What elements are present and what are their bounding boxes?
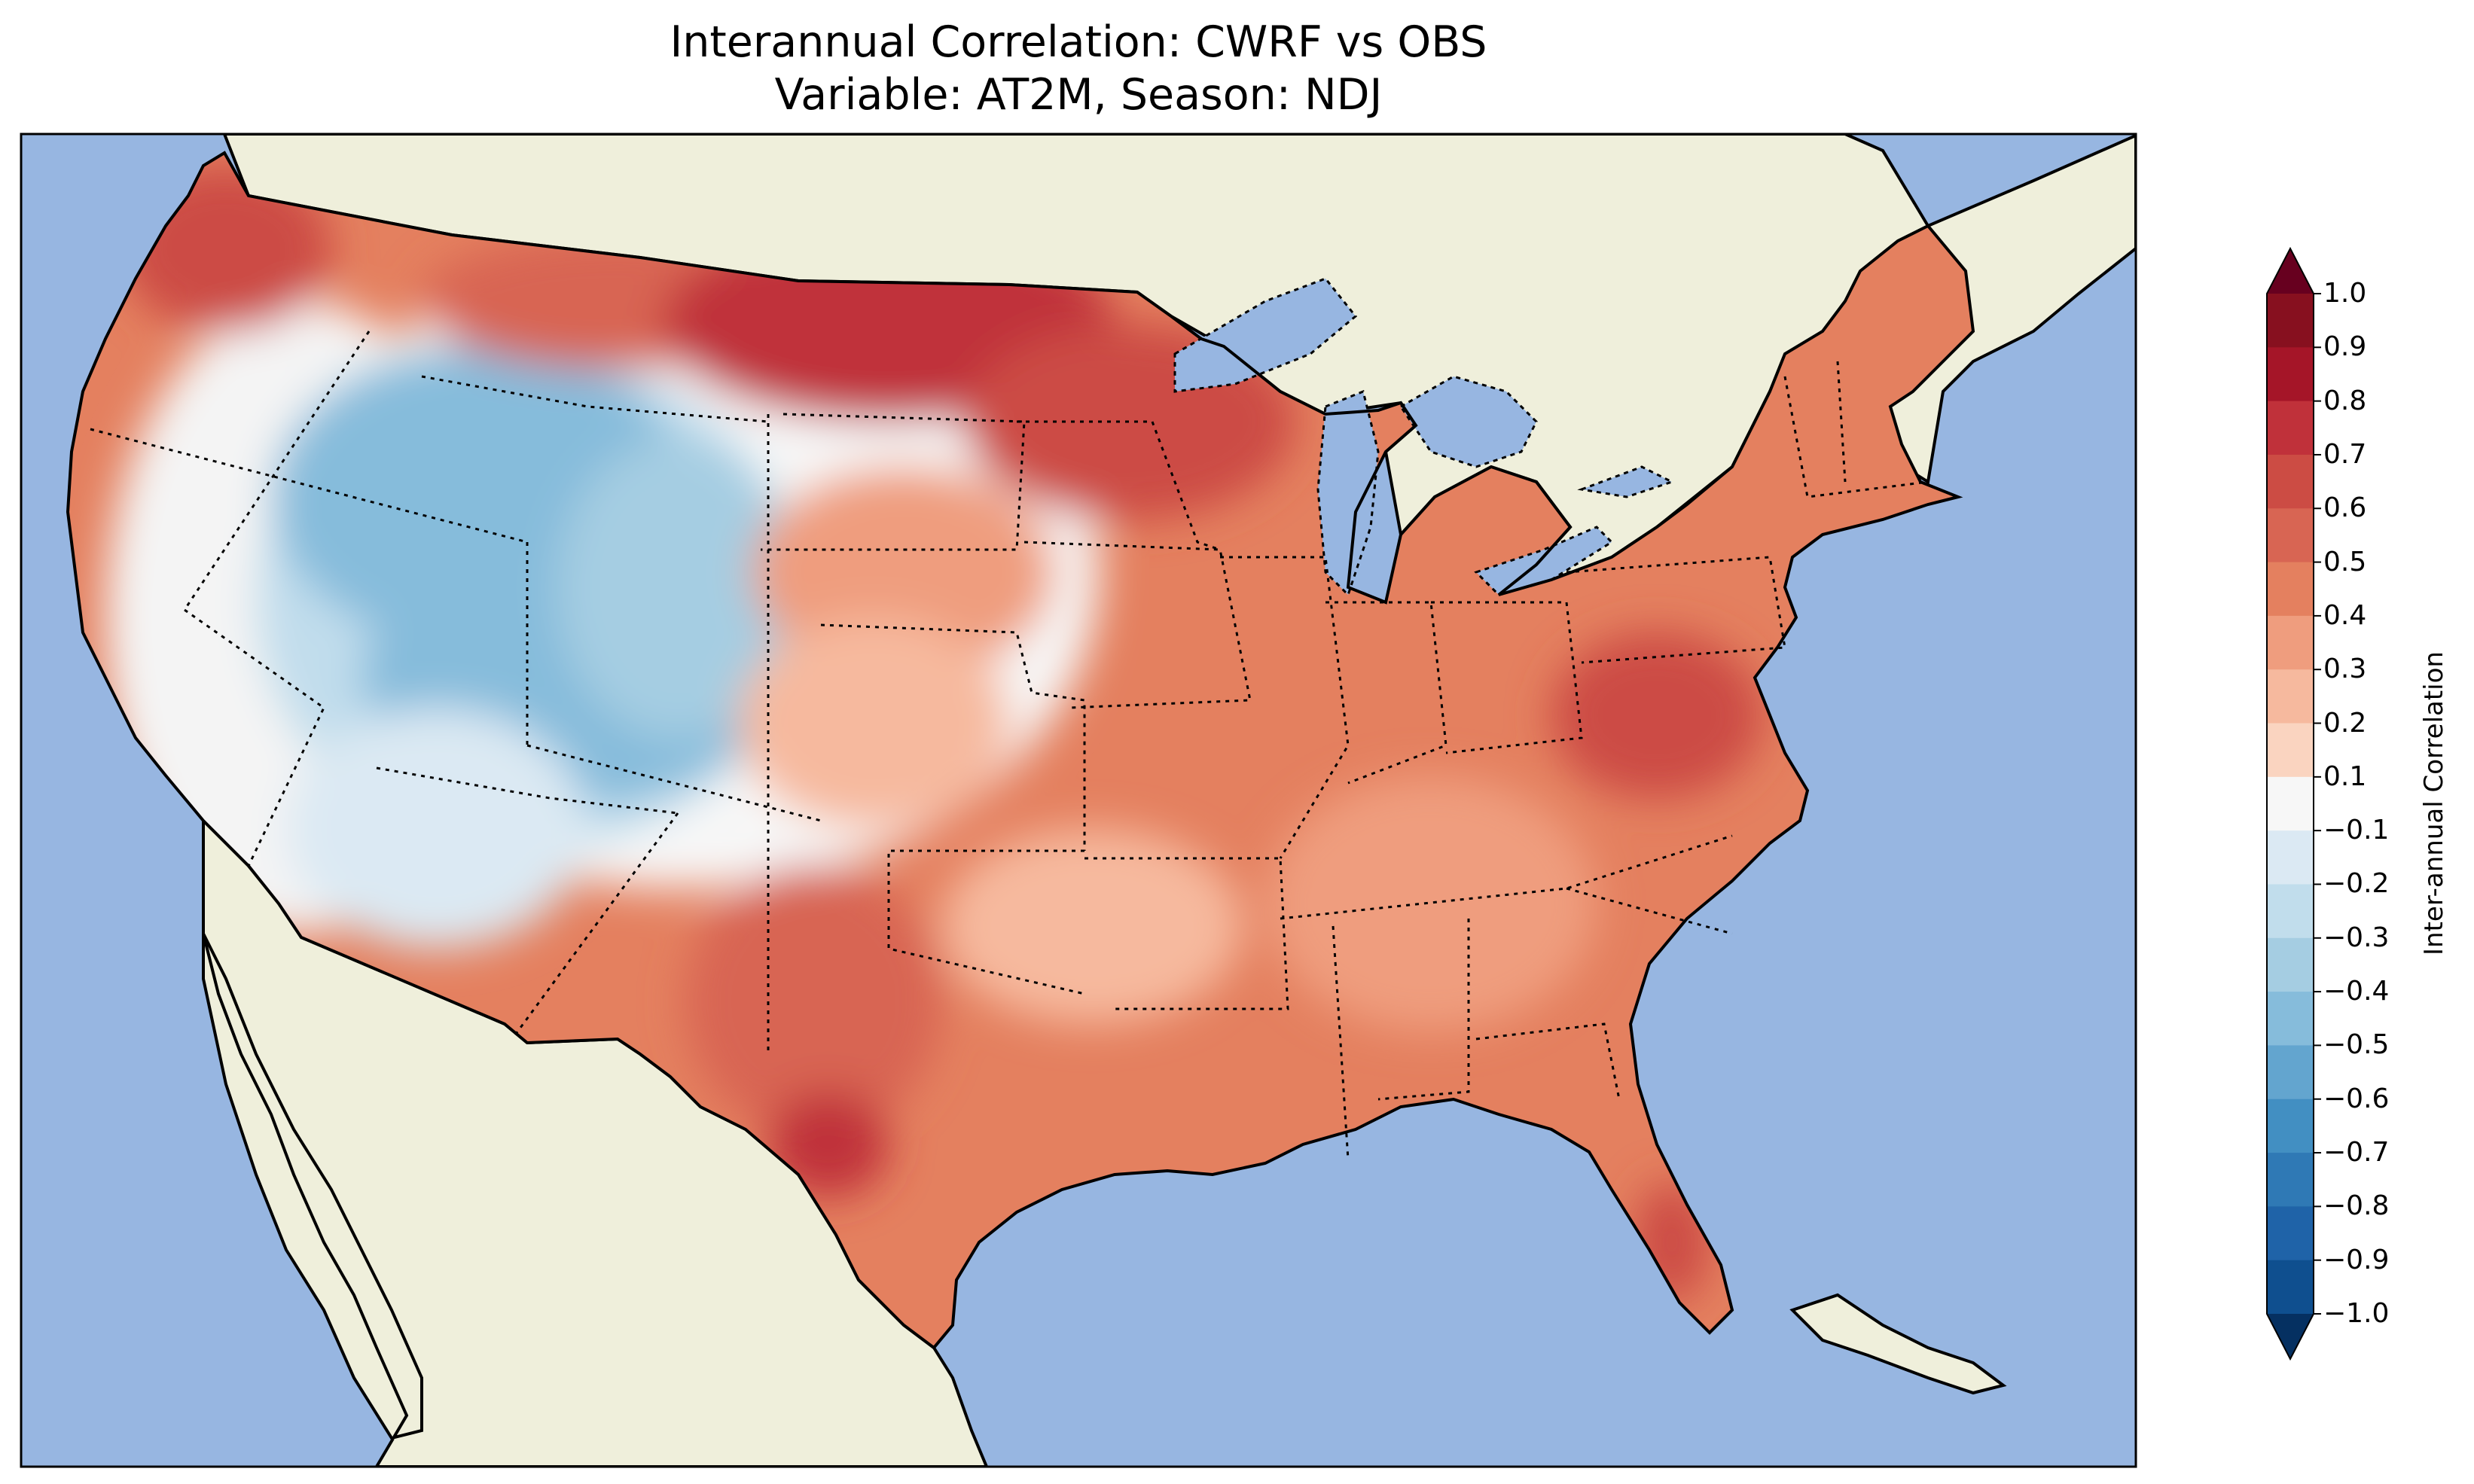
colorbar-tick-label: −0.4 (2323, 976, 2390, 1007)
colorbar-tick-label: 0.5 (2323, 546, 2367, 577)
colorbar-tick-label: −0.2 (2323, 868, 2390, 900)
colorbar-segment (2267, 1260, 2314, 1315)
colorbar-tick-label: 0.3 (2323, 654, 2367, 685)
colorbar-segment (2267, 508, 2314, 563)
colorbar-tick-label: −0.6 (2323, 1083, 2390, 1114)
state-borders (90, 331, 1929, 1160)
colorbar-segment (2267, 992, 2314, 1046)
colorbar-segment (2267, 776, 2314, 831)
colorbar-segment (2267, 347, 2314, 402)
chart-subtitle: Variable: AT2M, Season: NDJ (774, 70, 1383, 120)
colorbar-extend-bottom (2267, 1314, 2314, 1359)
colorbar-segment (2267, 830, 2314, 885)
colorbar-segment (2267, 1153, 2314, 1207)
colorbar-segment (2267, 562, 2314, 617)
colorbar-tick-label: −0.1 (2323, 815, 2390, 846)
colorbar-tick-label: −1.0 (2323, 1298, 2390, 1329)
colorbar-label: Inter-annual Correlation (2419, 651, 2449, 955)
colorbar-segment (2267, 1206, 2314, 1261)
colorbar-tick-label: 0.2 (2323, 707, 2367, 739)
colorbar-segment (2267, 723, 2314, 778)
colorbar-tick-label: 0.9 (2323, 331, 2367, 363)
colorbar-tick-label: 0.8 (2323, 385, 2367, 416)
colorbar-tick-label: 0.1 (2323, 760, 2367, 792)
colorbar-segment (2267, 401, 2314, 456)
colorbar-tick-label: 0.4 (2323, 599, 2367, 631)
colorbar-tick-label: 0.6 (2323, 492, 2367, 524)
great-lakes (1173, 277, 1675, 597)
colorbar-segment (2267, 937, 2314, 992)
colorbar-segment (2267, 1045, 2314, 1100)
colorbar-tick-label: −0.5 (2323, 1029, 2390, 1061)
colorbar-segment (2267, 294, 2314, 348)
colorbar-tick-label: −0.3 (2323, 922, 2390, 953)
colorbar-tick-label: −0.7 (2323, 1137, 2390, 1169)
colorbar-tick-label: 1.0 (2323, 278, 2367, 309)
chart-title: Interannual Correlation: CWRF vs OBS (670, 17, 1487, 67)
colorbar-extend-top (2267, 248, 2314, 294)
colorbar-segment (2267, 615, 2314, 670)
colorbar-tick-label: 0.7 (2323, 438, 2367, 470)
cuba-land (1789, 1293, 2007, 1395)
colorbar-segment (2267, 454, 2314, 509)
colorbar-segment (2267, 884, 2314, 939)
colorbar-segment (2267, 669, 2314, 724)
colorbar-tick-label: −0.9 (2323, 1244, 2390, 1275)
colorbar-segment (2267, 1099, 2314, 1153)
map-frame (20, 133, 2137, 1468)
colorbar-tick-label: −0.8 (2323, 1190, 2390, 1222)
colorbar (2266, 246, 2321, 1361)
